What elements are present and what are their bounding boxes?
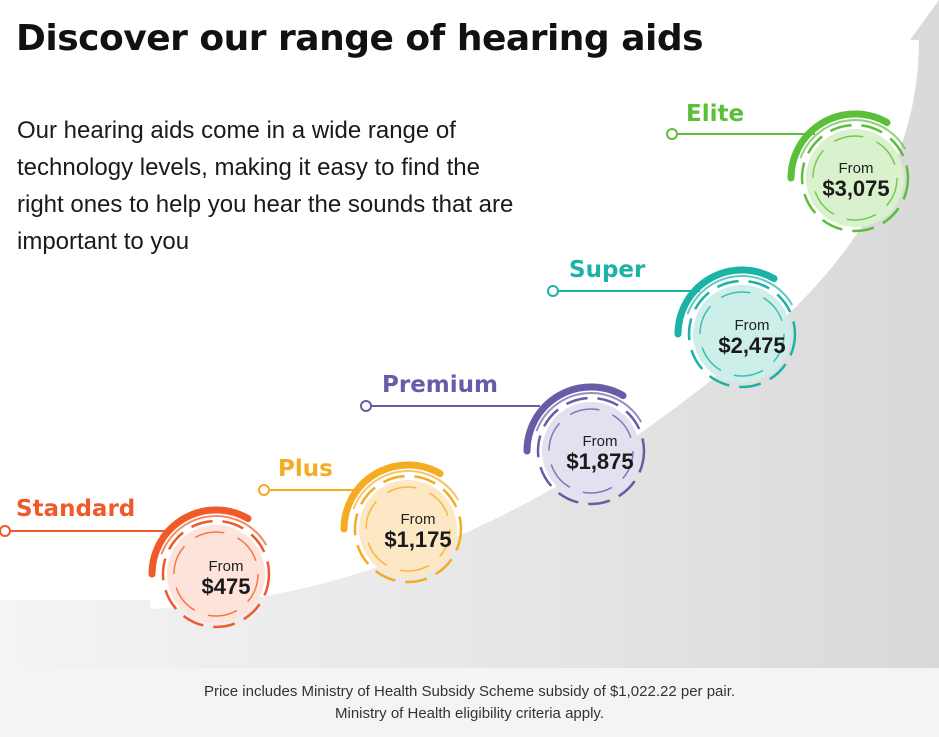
- price-circle: [359, 480, 457, 578]
- tier-label-elite: Elite: [686, 101, 745, 127]
- outer-thin-arc: [799, 119, 907, 159]
- outer-thin-arc: [686, 275, 794, 315]
- inner-dashed-ring: [548, 408, 634, 494]
- from-label: From: [838, 160, 874, 177]
- price-value: $1,875: [566, 449, 634, 474]
- price-circle: [806, 129, 904, 227]
- from-label: From: [734, 317, 770, 334]
- tier-label-plus: Plus: [278, 456, 333, 482]
- marker-dot-icon: [547, 285, 559, 297]
- tier-graphic-plus: [258, 461, 463, 584]
- price-value: $475: [201, 574, 251, 599]
- marker-dot-icon: [258, 484, 270, 496]
- price-circle: [542, 402, 640, 500]
- footer-band: [0, 668, 939, 737]
- outer-thin-arc: [535, 392, 643, 432]
- marker-dot-icon: [666, 128, 678, 140]
- dashed-ring: [800, 123, 910, 233]
- price-circle: [167, 525, 265, 623]
- marker-dot-icon: [0, 525, 11, 537]
- tier-label-standard: Standard: [16, 496, 136, 522]
- price-super: From $2,475: [672, 317, 832, 358]
- from-label: From: [208, 558, 244, 575]
- intro-text: Our hearing aids come in a wide range of…: [17, 117, 514, 255]
- eligibility-note: Ministry of Health eligibility criteria …: [335, 705, 604, 722]
- tier-label-super: Super: [569, 257, 646, 283]
- inner-dashed-ring: [699, 291, 785, 377]
- from-label: From: [400, 511, 436, 528]
- inner-dashed-ring: [173, 531, 259, 617]
- tier-label-premium: Premium: [382, 372, 498, 398]
- outer-arc: [148, 506, 252, 578]
- footer-note: Price includes Ministry of Health Subsid…: [0, 681, 939, 725]
- outer-thin-arc: [160, 515, 268, 555]
- tier-graphic-super: [547, 266, 797, 389]
- dashed-ring: [536, 396, 646, 506]
- tier-graphic-elite: [666, 110, 910, 233]
- dashed-ring: [687, 279, 797, 389]
- outer-arc: [523, 383, 627, 455]
- dashed-ring: [353, 474, 463, 584]
- inner-dashed-ring: [812, 135, 898, 221]
- tier-graphic-standard: [0, 506, 271, 629]
- outer-arc: [340, 461, 444, 533]
- price-value: $3,075: [822, 176, 890, 201]
- outer-thin-arc: [352, 470, 460, 510]
- price-elite: From $3,075: [776, 160, 936, 201]
- from-label: From: [582, 433, 618, 450]
- inner-dashed-ring: [365, 486, 451, 572]
- dashed-ring: [161, 519, 271, 629]
- price-value: $2,475: [718, 333, 786, 358]
- price-circle: [693, 285, 791, 383]
- price-premium: From $1,875: [520, 433, 680, 474]
- page-title: Discover our range of hearing aids: [16, 18, 704, 59]
- price-standard: From $475: [146, 558, 306, 599]
- marker-dot-icon: [360, 400, 372, 412]
- tier-graphic-premium: [360, 383, 646, 506]
- outer-arc: [787, 110, 891, 182]
- price-plus: From $1,175: [338, 511, 498, 552]
- outer-arc: [674, 266, 778, 338]
- subsidy-note: Price includes Ministry of Health Subsid…: [203, 683, 736, 700]
- price-value: $1,175: [384, 527, 452, 552]
